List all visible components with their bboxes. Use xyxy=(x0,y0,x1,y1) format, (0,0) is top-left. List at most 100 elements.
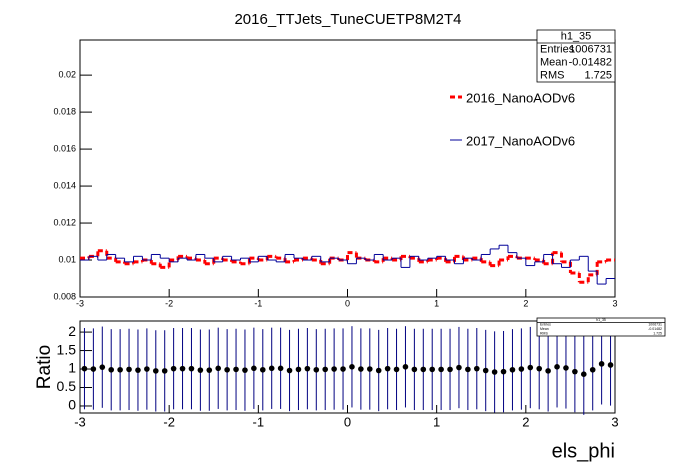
stats-label: Entries xyxy=(540,323,551,327)
ratio-point xyxy=(607,362,614,368)
y-tick-label: 0.018 xyxy=(53,106,76,116)
ratio-point xyxy=(411,366,418,373)
ratio-point xyxy=(295,366,302,373)
ratio-point xyxy=(268,365,275,372)
ratio-point xyxy=(429,366,436,373)
ratio-point xyxy=(456,364,462,371)
stats-label: Mean xyxy=(540,56,568,68)
y-tick-label: 1.5 xyxy=(57,341,77,357)
stats-value: 1006731 xyxy=(569,43,612,55)
x-tick-label: 1 xyxy=(434,298,439,308)
ratio-point xyxy=(366,366,373,372)
ratio-point xyxy=(438,366,444,373)
ratio-point xyxy=(81,365,88,372)
ratio-point xyxy=(233,366,239,373)
x-tick-label: -1 xyxy=(253,414,265,429)
ratio-point xyxy=(224,366,230,373)
ratio-point xyxy=(491,369,498,375)
legend-label: 2016_NanoAODv6 xyxy=(466,90,575,105)
x-tick-label: 3 xyxy=(612,298,617,308)
stats-label: Entries xyxy=(540,43,575,55)
y-tick-label: 0.01 xyxy=(58,254,76,264)
x-tick-label: 3 xyxy=(611,414,618,429)
x-tick-label: 2 xyxy=(523,298,528,308)
ratio-point xyxy=(473,365,480,372)
ratio-point xyxy=(420,366,427,373)
ratio-point xyxy=(589,366,596,373)
stats-label: Mean xyxy=(540,327,549,331)
x-tick-label: -1 xyxy=(254,298,262,308)
stats-value: 1006731 xyxy=(648,323,662,327)
ratio-point xyxy=(99,364,106,370)
ratio-point xyxy=(375,367,382,374)
ratio-point xyxy=(322,366,329,373)
legend-label: 2017_NanoAODv6 xyxy=(466,133,575,148)
stats-name: h1_35 xyxy=(561,30,592,42)
ratio-point xyxy=(126,366,132,373)
ratio-point xyxy=(518,366,525,372)
stats-value: 1.725 xyxy=(653,332,662,336)
ratio-point xyxy=(482,367,489,374)
ratio-point xyxy=(393,366,400,373)
ratio-point xyxy=(259,366,266,373)
ratio-point xyxy=(197,367,204,373)
ratio-point xyxy=(598,361,605,367)
stats-label: RMS xyxy=(540,332,548,336)
ratio-point xyxy=(358,366,364,372)
y-tick-label: 1 xyxy=(68,360,76,376)
y-tick-label: 2 xyxy=(68,323,76,339)
x-tick-label: 0 xyxy=(344,414,351,429)
x-tick-label: 1 xyxy=(433,414,440,429)
ratio-point xyxy=(349,364,355,370)
ratio-point xyxy=(286,367,293,374)
x-tick-label: 2 xyxy=(522,414,529,429)
ratio-point xyxy=(331,366,337,372)
stats-value: -0.01482 xyxy=(648,327,662,331)
ratio-point xyxy=(152,368,159,374)
ratio-point xyxy=(108,366,115,373)
ratio-point xyxy=(188,365,195,372)
x-tick-label: -2 xyxy=(165,298,173,308)
ratio-point xyxy=(545,368,551,374)
y-tick-label: 0.5 xyxy=(57,378,77,394)
stats-name: h1_35 xyxy=(596,318,606,322)
ratio-point xyxy=(242,367,248,373)
ratio-point xyxy=(277,365,284,372)
y-tick-label: 0.008 xyxy=(53,291,76,301)
x-tick-label: -3 xyxy=(74,414,86,429)
ratio-point xyxy=(144,366,150,372)
ratio-point xyxy=(500,368,507,375)
ratio-point xyxy=(527,364,534,371)
ratio-point xyxy=(384,365,391,372)
ratio-point xyxy=(161,368,168,374)
ratio-point xyxy=(580,371,587,378)
ratio-point xyxy=(313,366,320,373)
ratio-point xyxy=(554,364,560,370)
ratio-point xyxy=(536,365,543,372)
ratio-point xyxy=(251,365,257,372)
x-tick-label: 0 xyxy=(345,298,350,308)
y-tick-label: 0.014 xyxy=(53,180,76,190)
ratio-point xyxy=(90,366,97,372)
ratio-point xyxy=(465,366,471,373)
x-axis-label: els_phi xyxy=(552,440,615,462)
y-tick-label: 0.016 xyxy=(53,143,76,153)
ratio-point xyxy=(135,367,141,373)
y-tick-label: 0.02 xyxy=(58,70,76,80)
ratio-point xyxy=(402,364,409,370)
y-tick-label: 0 xyxy=(68,397,76,413)
ratio-point xyxy=(447,366,453,373)
ratio-point xyxy=(304,365,311,372)
ratio-point xyxy=(170,365,177,372)
ratio-point xyxy=(179,365,186,372)
ratio-point xyxy=(206,367,213,373)
chart-title: 2016_TTJets_TuneCUETP8M2T4 xyxy=(234,11,461,28)
ratio-point xyxy=(509,366,516,373)
ratio-point xyxy=(563,365,569,371)
ratio-point xyxy=(340,366,346,372)
ratio-point xyxy=(215,365,222,372)
x-tick-label: -2 xyxy=(163,414,175,429)
ratio-point xyxy=(117,366,123,373)
stats-label: RMS xyxy=(540,69,564,81)
